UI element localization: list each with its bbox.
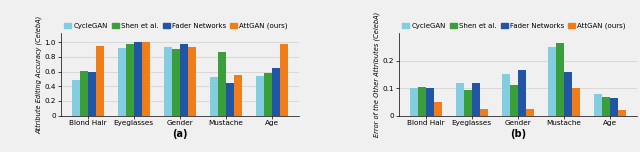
- Bar: [142, 42, 150, 116]
- Bar: [125, 44, 134, 116]
- Bar: [180, 44, 188, 116]
- Bar: [188, 47, 196, 116]
- Bar: [502, 74, 509, 116]
- Bar: [88, 72, 96, 116]
- Bar: [480, 109, 488, 116]
- Bar: [518, 70, 526, 116]
- Bar: [256, 76, 264, 116]
- Bar: [456, 83, 464, 116]
- Bar: [96, 46, 104, 116]
- Bar: [226, 83, 234, 116]
- Bar: [434, 102, 442, 116]
- Bar: [618, 110, 626, 116]
- Bar: [72, 80, 79, 116]
- Bar: [472, 83, 480, 116]
- Bar: [210, 77, 218, 116]
- Bar: [410, 88, 418, 116]
- Bar: [234, 75, 242, 116]
- Legend: CycleGAN, Shen et al., Fader Networks, AttGAN (ours): CycleGAN, Shen et al., Fader Networks, A…: [403, 23, 626, 29]
- Bar: [602, 97, 610, 116]
- Bar: [218, 52, 226, 116]
- Bar: [556, 43, 564, 116]
- Bar: [426, 88, 434, 116]
- Bar: [526, 109, 534, 116]
- Y-axis label: Attribute Editing Accuracy (CelebA): Attribute Editing Accuracy (CelebA): [36, 15, 42, 134]
- Bar: [548, 47, 556, 116]
- Bar: [164, 47, 172, 116]
- Bar: [564, 72, 572, 116]
- X-axis label: (a): (a): [172, 129, 188, 139]
- Bar: [118, 48, 125, 116]
- Bar: [418, 87, 426, 116]
- Legend: CycleGAN, Shen et al., Fader Networks, AttGAN (ours): CycleGAN, Shen et al., Fader Networks, A…: [64, 23, 287, 29]
- Bar: [264, 73, 272, 116]
- Y-axis label: Error of the Other Attributes (CelebA): Error of the Other Attributes (CelebA): [374, 12, 380, 137]
- Bar: [272, 68, 280, 116]
- Bar: [134, 42, 142, 116]
- Bar: [280, 44, 288, 116]
- Bar: [594, 94, 602, 116]
- X-axis label: (b): (b): [509, 129, 526, 139]
- Bar: [79, 71, 88, 116]
- Bar: [572, 88, 580, 116]
- Bar: [509, 85, 518, 116]
- Bar: [464, 90, 472, 116]
- Bar: [172, 49, 180, 116]
- Bar: [610, 98, 618, 116]
